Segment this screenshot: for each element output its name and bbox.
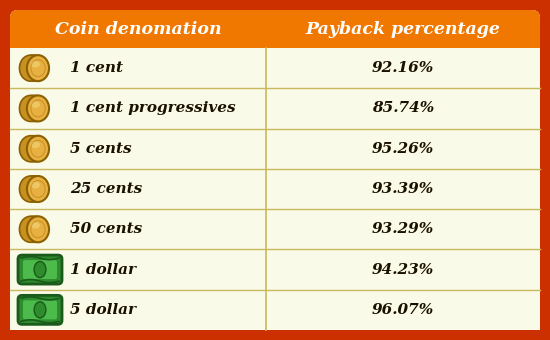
Ellipse shape [19, 136, 42, 162]
Text: 5 dollar: 5 dollar [70, 303, 136, 317]
Text: 93.29%: 93.29% [372, 222, 434, 236]
Text: 5 cents: 5 cents [70, 142, 131, 156]
Text: 1 dollar: 1 dollar [70, 262, 136, 276]
Text: 50 cents: 50 cents [70, 222, 142, 236]
Ellipse shape [22, 136, 44, 162]
Text: 95.26%: 95.26% [372, 142, 434, 156]
FancyBboxPatch shape [18, 295, 62, 324]
Text: 96.07%: 96.07% [372, 303, 434, 317]
Ellipse shape [22, 176, 44, 202]
Bar [10, 290, 540, 330]
Ellipse shape [27, 96, 49, 121]
FancyBboxPatch shape [18, 255, 62, 284]
Ellipse shape [31, 182, 40, 188]
Bar [10, 88, 540, 129]
Text: 92.16%: 92.16% [372, 61, 434, 75]
Ellipse shape [27, 55, 49, 81]
Bar [10, 48, 540, 88]
Ellipse shape [19, 176, 42, 202]
FancyBboxPatch shape [23, 300, 57, 319]
Ellipse shape [31, 101, 40, 108]
Ellipse shape [31, 222, 40, 228]
Text: 1 cent progressives: 1 cent progressives [70, 101, 235, 115]
Ellipse shape [24, 136, 47, 162]
Text: Coin denomation: Coin denomation [54, 20, 221, 37]
Ellipse shape [24, 216, 47, 242]
Text: 85.74%: 85.74% [372, 101, 434, 115]
Ellipse shape [22, 55, 44, 81]
Ellipse shape [27, 136, 49, 162]
Ellipse shape [24, 176, 47, 202]
FancyBboxPatch shape [6, 6, 544, 334]
Text: 25 cents: 25 cents [70, 182, 142, 196]
Text: Payback percentage: Payback percentage [306, 20, 500, 37]
Ellipse shape [34, 261, 46, 278]
Ellipse shape [27, 216, 49, 242]
Ellipse shape [22, 216, 44, 242]
Ellipse shape [22, 96, 44, 121]
Ellipse shape [27, 176, 49, 202]
Bar [10, 29, 540, 48]
Text: 1 cent: 1 cent [70, 61, 123, 75]
FancyBboxPatch shape [10, 10, 540, 330]
Text: 93.39%: 93.39% [372, 182, 434, 196]
Bar [10, 250, 540, 290]
FancyBboxPatch shape [10, 10, 540, 48]
Text: 94.23%: 94.23% [372, 262, 434, 276]
FancyBboxPatch shape [23, 260, 57, 279]
Ellipse shape [31, 141, 40, 148]
Bar [10, 129, 540, 169]
Ellipse shape [24, 55, 47, 81]
Bar [10, 209, 540, 250]
Bar [10, 169, 540, 209]
Ellipse shape [19, 96, 42, 121]
Ellipse shape [24, 96, 47, 121]
Ellipse shape [31, 61, 40, 68]
Ellipse shape [19, 55, 42, 81]
Ellipse shape [34, 302, 46, 318]
Ellipse shape [19, 216, 42, 242]
